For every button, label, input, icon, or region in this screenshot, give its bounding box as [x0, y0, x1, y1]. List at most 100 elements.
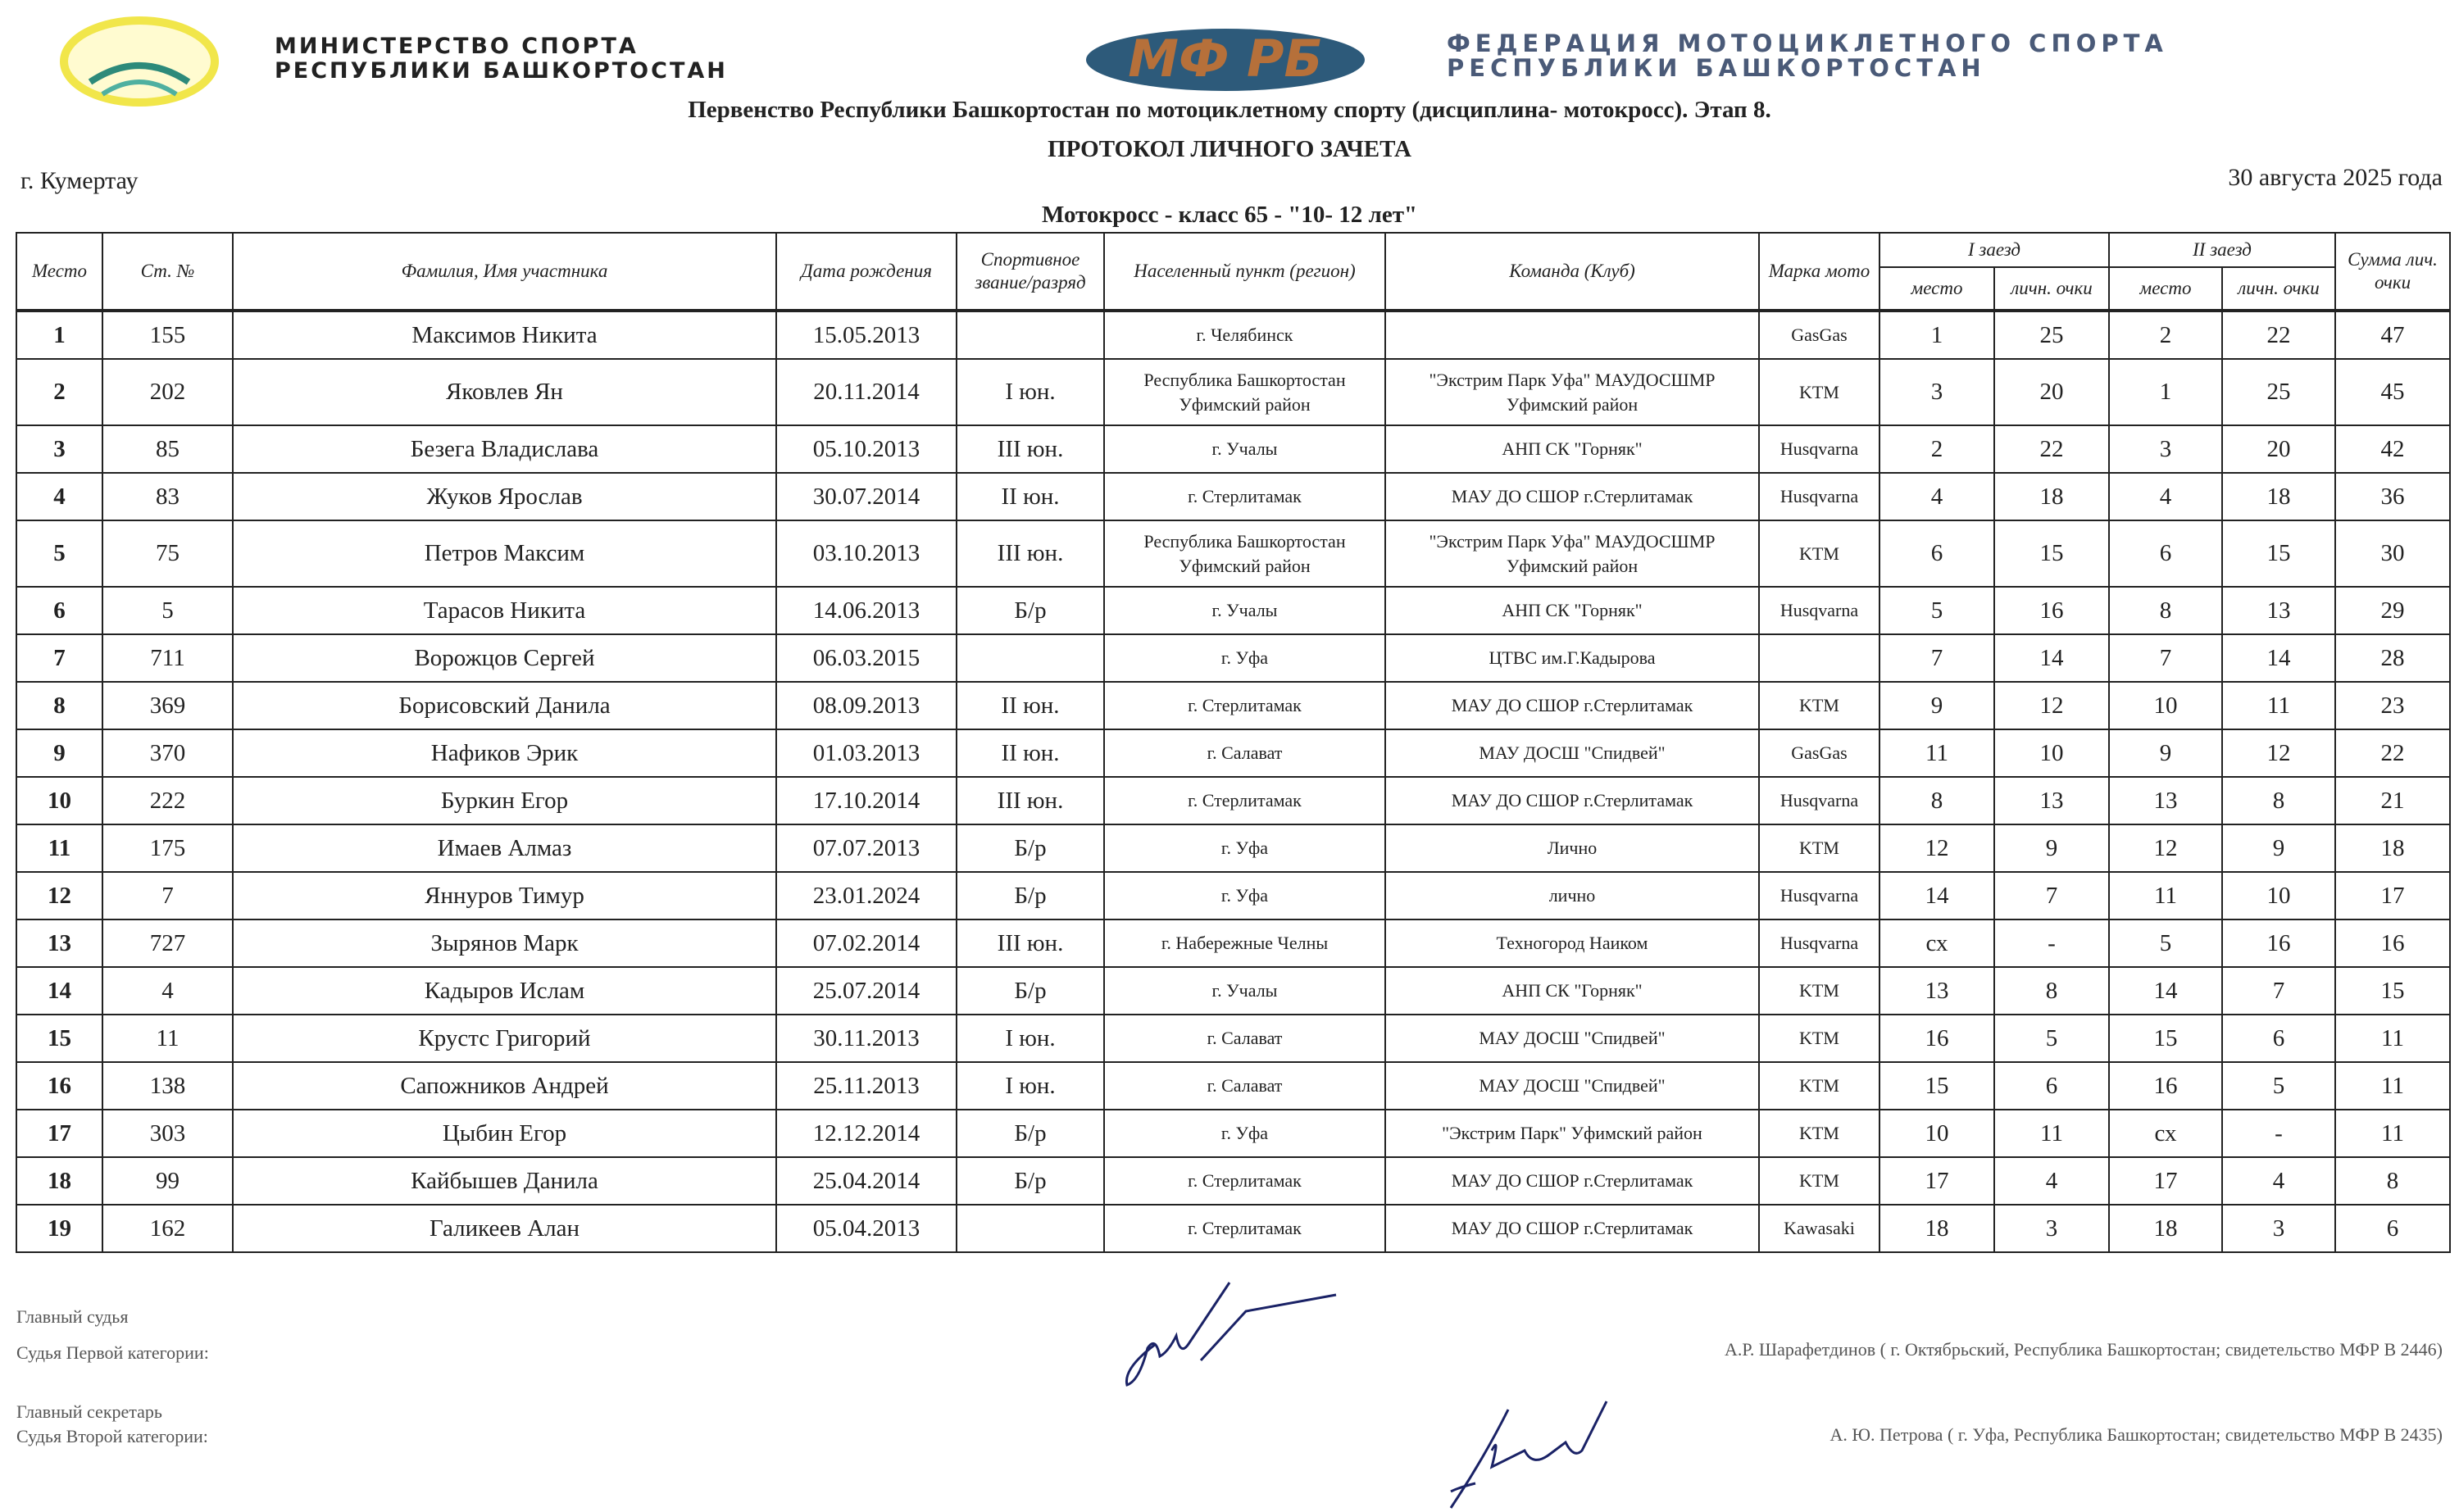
table-row: 4 83 Жуков Ярослав 30.07.2014 II юн. г. Стерл… — [16, 472, 2452, 521]
cell-race2-points: 10 — [2220, 871, 2337, 920]
cell-race2-points: 25 — [2220, 358, 2337, 426]
cell-moto: GasGas — [1758, 310, 1880, 360]
col-race1: I заезд — [1879, 232, 2110, 268]
cell-race1-points: 5 — [1993, 1014, 2110, 1063]
city: г. Кумертау — [20, 167, 139, 194]
cell-race2-place: 2 — [2108, 310, 2223, 360]
cell-place: 13 — [16, 919, 103, 968]
cell-birth: 20.11.2014 — [775, 358, 957, 426]
cell-name: Максимов Никита — [232, 310, 777, 360]
cell-race2-place: 3 — [2108, 425, 2223, 474]
cell-total: 42 — [2334, 425, 2452, 474]
cell-moto: KTM — [1758, 681, 1880, 730]
cell-total: 28 — [2334, 633, 2452, 683]
cell-rank: I юн. — [956, 1061, 1105, 1110]
col-rank: Спортивное звание/разряд — [956, 232, 1105, 311]
cell-race1-points: 9 — [1993, 824, 2110, 873]
cell-race2-place: 14 — [2108, 966, 2223, 1015]
cell-place: 8 — [16, 681, 103, 730]
cell-number: 727 — [102, 919, 234, 968]
cell-birth: 03.10.2013 — [775, 520, 957, 588]
cell-birth: 25.04.2014 — [775, 1156, 957, 1206]
cell-team: ЦТВС им.Г.Кадырова — [1384, 633, 1760, 683]
cell-birth: 25.11.2013 — [775, 1061, 957, 1110]
cell-birth: 23.01.2024 — [775, 871, 957, 920]
cell-team: МАУ ДО СШОР г.Стерлитамак — [1384, 681, 1760, 730]
cell-place: 6 — [16, 586, 103, 635]
cell-moto: KTM — [1758, 1061, 1880, 1110]
cell-total: 16 — [2334, 919, 2452, 968]
cell-race1-place: 13 — [1879, 966, 1995, 1015]
cell-total: 22 — [2334, 729, 2452, 778]
cell-moto: Husqvarna — [1758, 871, 1880, 920]
cell-race2-points: 13 — [2220, 586, 2337, 635]
cell-place: 14 — [16, 966, 103, 1015]
cell-name: Яковлев Ян — [232, 358, 777, 426]
cell-number: 369 — [102, 681, 234, 730]
cell-team: "Экстрим Парк" Уфимский район — [1384, 1109, 1760, 1158]
table-row: 7 711 Ворожцов Сергей 06.03.2015 г. Уфа ЦТВС … — [16, 633, 2452, 683]
cell-rank: Б/р — [956, 871, 1105, 920]
cell-race2-points: 15 — [2220, 520, 2337, 588]
cell-city: г. Челябинск — [1103, 310, 1386, 360]
cell-race2-place: 17 — [2108, 1156, 2223, 1206]
cell-rank: II юн. — [956, 472, 1105, 521]
cell-birth: 30.11.2013 — [775, 1014, 957, 1063]
cell-total: 23 — [2334, 681, 2452, 730]
cell-race1-place: 8 — [1879, 776, 1995, 825]
cell-city: г. Уфа — [1103, 1109, 1386, 1158]
cell-race1-place: 10 — [1879, 1109, 1995, 1158]
cell-name: Борисовский Данила — [232, 681, 777, 730]
col-race2: II заезд — [2107, 232, 2337, 268]
cell-number: 99 — [102, 1156, 234, 1206]
cell-birth: 12.12.2014 — [775, 1109, 957, 1158]
cell-race2-points: - — [2220, 1109, 2337, 1158]
col-moto: Марка мото — [1758, 232, 1880, 311]
cell-race2-place: 8 — [2108, 586, 2223, 635]
chief-judge-label: Главный судья — [16, 1306, 129, 1327]
cell-race1-place: 18 — [1879, 1204, 1995, 1253]
cell-race2-place: 12 — [2108, 824, 2223, 873]
cell-total: 29 — [2334, 586, 2452, 635]
cell-number: 5 — [102, 586, 234, 635]
table-row: 2 202 Яковлев Ян 20.11.2014 I юн. Республика … — [16, 358, 2452, 426]
cell-name: Ворожцов Сергей — [232, 633, 777, 683]
cell-place: 19 — [16, 1204, 103, 1253]
cell-rank: Б/р — [956, 1109, 1105, 1158]
cell-total: 36 — [2334, 472, 2452, 521]
cell-number: 155 — [102, 310, 234, 360]
cell-birth: 07.02.2014 — [775, 919, 957, 968]
cell-race2-place: 13 — [2108, 776, 2223, 825]
secretary-category: Судья Второй категории: — [16, 1426, 208, 1446]
cell-race2-points: 18 — [2220, 472, 2337, 521]
cell-moto: Husqvarna — [1758, 776, 1880, 825]
cell-rank: Б/р — [956, 1156, 1105, 1206]
cell-rank: III юн. — [956, 520, 1105, 588]
cell-race2-points: 12 — [2220, 729, 2337, 778]
cell-race1-points: 11 — [1993, 1109, 2110, 1158]
cell-race1-place: 11 — [1879, 729, 1995, 778]
cell-race2-place: 6 — [2108, 520, 2223, 588]
cell-number: 175 — [102, 824, 234, 873]
cell-race2-points: 7 — [2220, 966, 2337, 1015]
cell-race2-points: 11 — [2220, 681, 2337, 730]
cell-race1-points: 3 — [1993, 1204, 2110, 1253]
cell-birth: 17.10.2014 — [775, 776, 957, 825]
cell-birth: 30.07.2014 — [775, 472, 957, 521]
cell-team: МАУ ДО СШОР г.Стерлитамак — [1384, 1204, 1760, 1253]
cell-name: Жуков Ярослав — [232, 472, 777, 521]
cell-team: МАУ ДОСШ "Спидвей" — [1384, 1061, 1760, 1110]
chief-judge-name: А.Р. Шарафетдинов ( г. Октябрьский, Респ… — [1725, 1339, 2443, 1360]
cell-name: Сапожников Андрей — [232, 1061, 777, 1110]
cell-race2-points: 4 — [2220, 1156, 2337, 1206]
cell-race1-place: 17 — [1879, 1156, 1995, 1206]
cell-city: г. Уфа — [1103, 633, 1386, 683]
cell-team: МАУ ДО СШОР г.Стерлитамак — [1384, 472, 1760, 521]
cell-race1-points: 16 — [1993, 586, 2110, 635]
cell-race2-points: 14 — [2220, 633, 2337, 683]
cell-total: 11 — [2334, 1061, 2452, 1110]
col-team: Команда (Клуб) — [1384, 232, 1760, 311]
cell-number: 202 — [102, 358, 234, 426]
cell-race1-place: 2 — [1879, 425, 1995, 474]
cell-name: Крустс Григорий — [232, 1014, 777, 1063]
